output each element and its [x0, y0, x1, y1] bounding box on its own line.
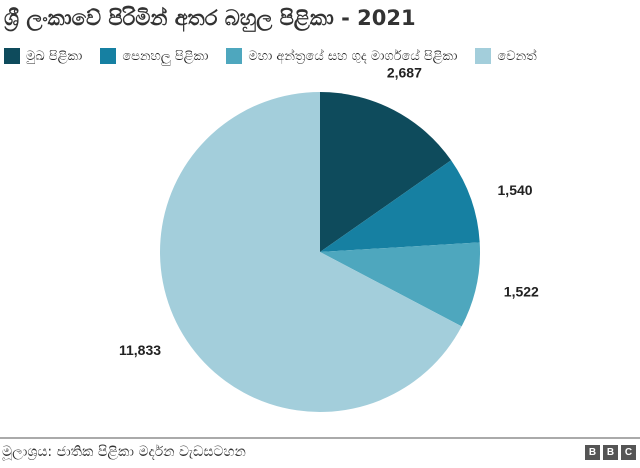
source-note: මූලාශ්‍රය: ජාතික පිළිකා මර්දන වැඩසටහන [2, 444, 246, 460]
data-label: 1,522 [504, 284, 539, 300]
data-label: 11,833 [119, 342, 161, 358]
divider [0, 437, 640, 439]
legend: මුඛ පිළිකා පෙනහලු පිළිකා මහා අන්ත්‍රයේ ස… [4, 48, 537, 64]
legend-swatch [226, 48, 243, 64]
pie-slice [160, 92, 462, 412]
pie-slice [320, 92, 452, 252]
legend-label: මහා අන්ත්‍රයේ සහ ගුද මාර්ගයේ පිළිකා [248, 48, 458, 64]
pie-slice [320, 160, 480, 252]
data-label: 1,540 [498, 182, 533, 198]
legend-item: පෙනහලු පිළිකා [100, 48, 208, 64]
legend-label: පෙනහලු පිළිකා [122, 48, 209, 64]
legend-swatch [100, 48, 117, 64]
pie-slice [320, 242, 480, 327]
legend-item: මුඛ පිළිකා [4, 48, 82, 64]
chart-title: ශ්‍රී ලංකාවේ පිරිමින් අතර බහුල පිළිකා - … [4, 6, 416, 30]
legend-label: වෙනත් [497, 48, 537, 64]
legend-item: වෙනත් [475, 48, 537, 64]
legend-label: මුඛ පිළිකා [26, 48, 83, 64]
legend-item: මහා අන්ත්‍රයේ සහ ගුද මාර්ගයේ පිළිකා [226, 48, 457, 64]
legend-swatch [475, 48, 492, 64]
data-label: 2,687 [387, 64, 422, 80]
legend-swatch [4, 48, 20, 64]
